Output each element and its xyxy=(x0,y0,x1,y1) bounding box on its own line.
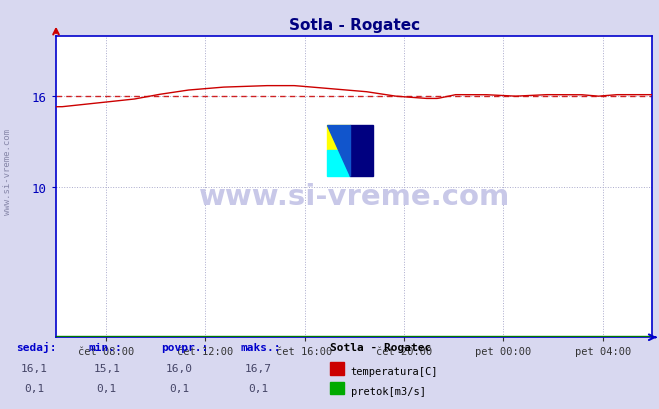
Text: 15,1: 15,1 xyxy=(94,363,120,373)
Text: 16,7: 16,7 xyxy=(245,363,272,373)
Text: 16,0: 16,0 xyxy=(166,363,192,373)
Text: sedaj:: sedaj: xyxy=(16,341,57,352)
Text: 0,1: 0,1 xyxy=(97,382,117,393)
Text: 16,1: 16,1 xyxy=(21,363,47,373)
Text: min.:: min.: xyxy=(89,342,123,352)
Title: Sotla - Rogatec: Sotla - Rogatec xyxy=(289,18,420,33)
Text: maks.:: maks.: xyxy=(241,342,281,352)
Text: 0,1: 0,1 xyxy=(248,382,268,393)
Text: www.si-vreme.com: www.si-vreme.com xyxy=(198,182,510,210)
Text: www.si-vreme.com: www.si-vreme.com xyxy=(3,129,13,215)
Text: povpr.:: povpr.: xyxy=(161,342,209,352)
FancyBboxPatch shape xyxy=(328,126,350,151)
Text: 0,1: 0,1 xyxy=(169,382,189,393)
Text: pretok[m3/s]: pretok[m3/s] xyxy=(351,386,426,396)
Polygon shape xyxy=(328,126,350,177)
FancyBboxPatch shape xyxy=(350,126,373,177)
Text: Sotla - Rogatec: Sotla - Rogatec xyxy=(330,342,431,352)
FancyBboxPatch shape xyxy=(328,151,350,177)
Text: 0,1: 0,1 xyxy=(24,382,44,393)
Text: temperatura[C]: temperatura[C] xyxy=(351,366,438,376)
